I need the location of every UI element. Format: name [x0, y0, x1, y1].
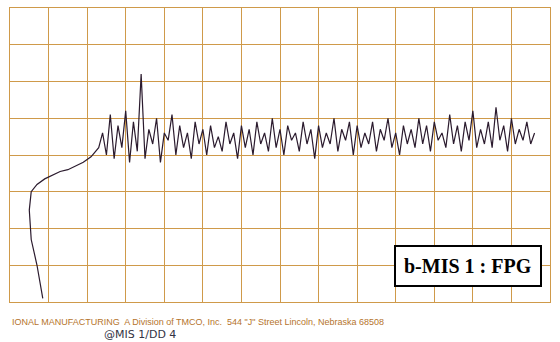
svg-text:IONAL MANUFACTURING A Divisio: IONAL MANUFACTURING A Division of TMCO, … [12, 317, 384, 327]
svg-text:@MIS 1/DD 4: @MIS 1/DD 4 [104, 328, 176, 341]
svg-text:b-MIS 1 : FPG: b-MIS 1 : FPG [404, 255, 532, 277]
